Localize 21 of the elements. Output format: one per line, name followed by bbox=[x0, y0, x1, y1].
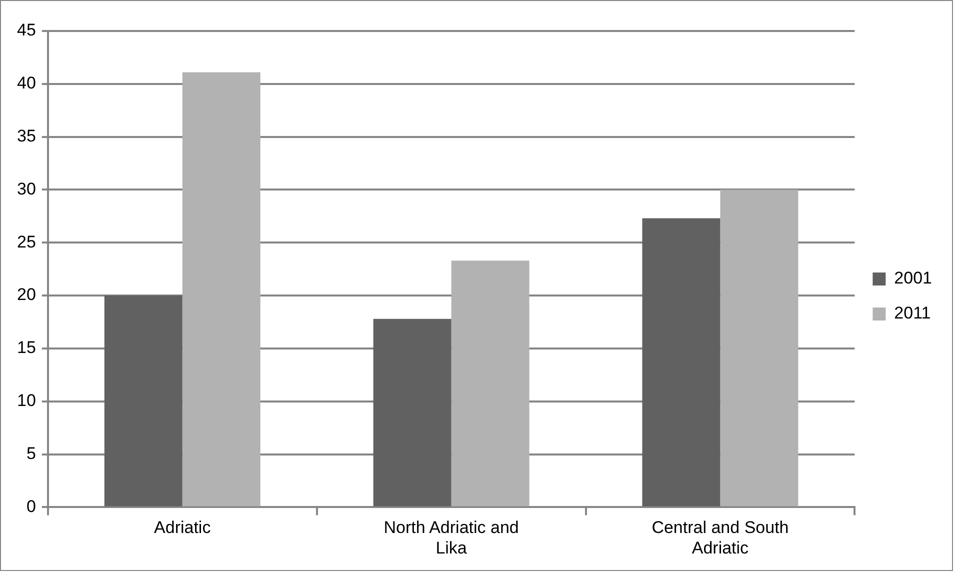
legend-label: 2011 bbox=[894, 304, 931, 323]
x-tick-label: Central and South Adriatic bbox=[652, 518, 789, 558]
y-tick-label: 20 bbox=[16, 285, 36, 304]
bar bbox=[182, 72, 260, 506]
bar bbox=[104, 296, 182, 506]
y-tick-label: 30 bbox=[16, 179, 36, 198]
bar bbox=[720, 190, 798, 506]
y-tick-label: 5 bbox=[26, 444, 36, 463]
y-tick-label: 10 bbox=[16, 391, 36, 410]
y-tick-label: 35 bbox=[16, 126, 36, 146]
y-tick-label: 15 bbox=[16, 338, 36, 358]
y-tick-label: 45 bbox=[16, 20, 36, 40]
legend-label: 2001 bbox=[894, 268, 932, 288]
bar bbox=[642, 218, 720, 506]
y-tick-label: 40 bbox=[16, 74, 36, 93]
y-tick-label: 25 bbox=[16, 232, 36, 252]
bar bbox=[373, 318, 452, 506]
x-tick-label: North Adriatic and Lika bbox=[384, 518, 519, 558]
y-tick-label: 0 bbox=[26, 496, 36, 516]
bar bbox=[451, 260, 530, 506]
x-tick-label: Adriatic bbox=[154, 518, 212, 538]
